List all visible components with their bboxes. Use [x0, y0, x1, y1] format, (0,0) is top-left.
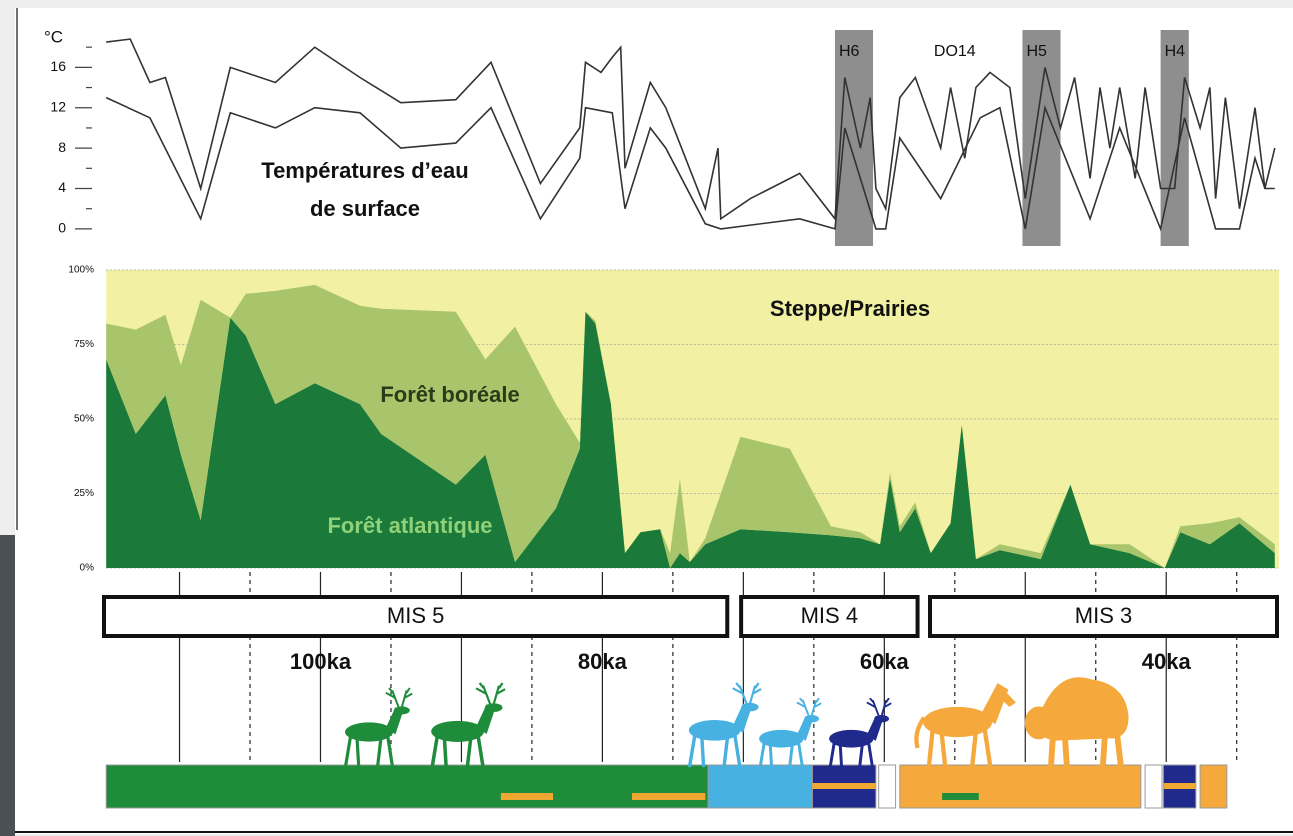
area-label: Forêt atlantique [327, 513, 492, 538]
figure: °C H6 H5 H4 DO14 0 4 8 12 16 Températures d’eau de … [0, 0, 1293, 836]
event-label: H5 [1026, 43, 1047, 60]
y-tick-label: 16 [50, 58, 66, 74]
fauna-mark [632, 793, 705, 800]
fauna-bar [1145, 765, 1162, 808]
side-strip [0, 535, 15, 836]
panel-label: Températures d’eau [261, 158, 468, 183]
fauna-stripe [1163, 783, 1195, 789]
panel-label: de surface [310, 196, 420, 221]
event-label: H4 [1165, 43, 1186, 60]
y-tick-label: 8 [58, 139, 66, 155]
y-tick-label: 25% [74, 488, 94, 499]
x-tick-label: 60ka [860, 649, 910, 674]
y-tick-label: 4 [58, 179, 66, 195]
area-label: Forêt boréale [380, 382, 519, 407]
x-tick-label: 100ka [290, 649, 352, 674]
y-tick-label: 0% [80, 563, 95, 574]
fauna-bar [708, 765, 812, 808]
background-label: Steppe/Prairies [770, 296, 930, 321]
y-tick-label: 0 [58, 220, 66, 236]
fauna-bar [879, 765, 896, 808]
period-label: MIS 4 [801, 603, 858, 628]
fauna-mark [942, 793, 979, 800]
period-label: MIS 5 [387, 603, 444, 628]
y-tick-label: 75% [74, 339, 94, 350]
x-tick-label: 80ka [578, 649, 628, 674]
y-tick-label: 12 [50, 98, 66, 114]
fauna-mark [501, 793, 553, 800]
event-band [1161, 30, 1189, 246]
fauna-stripe [812, 783, 875, 789]
fauna-bar [106, 765, 708, 808]
annotation: DO14 [934, 43, 976, 60]
event-label: H6 [839, 43, 860, 60]
fauna-bar [1200, 765, 1227, 808]
period-label: MIS 3 [1075, 603, 1132, 628]
unit-label: °C [44, 27, 63, 46]
x-tick-label: 40ka [1142, 649, 1192, 674]
y-tick-label: 100% [68, 265, 94, 276]
y-tick-label: 50% [74, 414, 94, 425]
